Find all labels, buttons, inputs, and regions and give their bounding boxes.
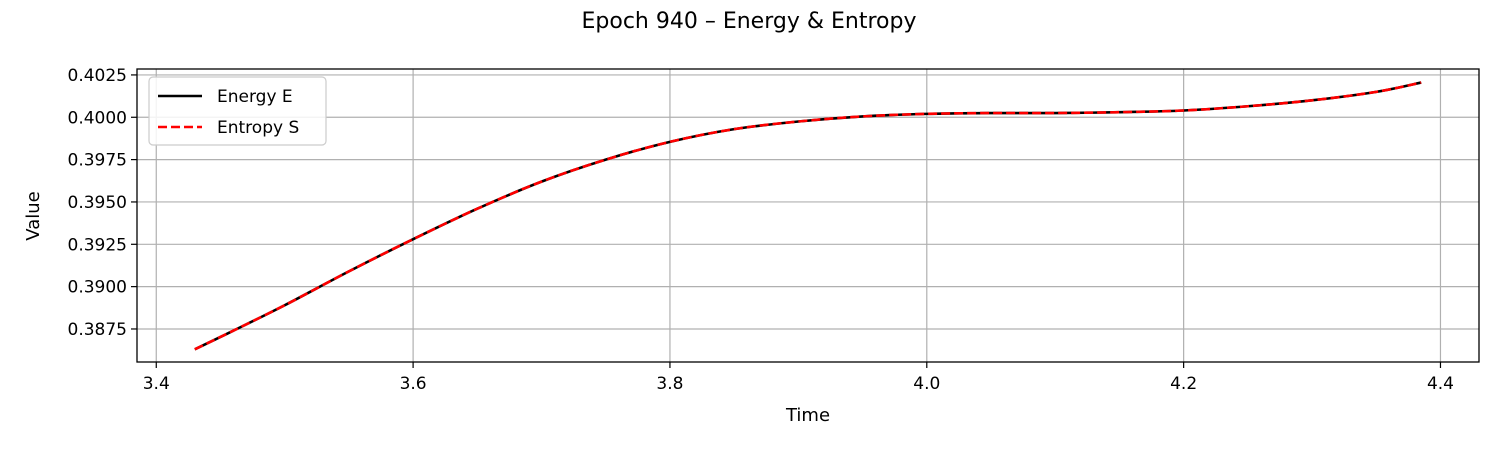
x-tick-label: 3.4: [143, 374, 170, 394]
grid: [137, 69, 1479, 362]
plot-frame: [136, 68, 1480, 363]
y-tick-label: 0.3950: [68, 193, 127, 213]
y-tick-label: 0.3875: [68, 320, 127, 340]
legend-box: [148, 76, 327, 146]
y-axis-label: Value: [23, 191, 44, 240]
x-tick-label: 4.2: [1170, 374, 1197, 394]
plot-lines: [194, 81, 1422, 351]
x-tick-label: 4.0: [913, 374, 940, 394]
legend-label-entropy: Entropy S: [217, 118, 299, 138]
series-line-energy-e: [194, 81, 1422, 351]
x-tick-label: 3.8: [656, 374, 683, 394]
chart-title: Epoch 940 – Energy & Entropy: [582, 9, 917, 34]
y-tick-label: 0.3975: [68, 151, 127, 171]
x-tick-label: 3.6: [400, 374, 427, 394]
legend-label-energy: Energy E: [217, 87, 293, 107]
series-line-entropy-s: [194, 81, 1422, 351]
y-tick-label: 0.3925: [68, 235, 127, 255]
y-tick-label: 0.4025: [68, 66, 127, 86]
x-tick-label: 4.4: [1427, 374, 1454, 394]
legend: Energy E Entropy S: [148, 76, 327, 146]
y-axis-ticks: 0.3875 0.3900 0.3925 0.3950 0.3975 0.4000 0.40…: [68, 66, 137, 340]
x-axis-ticks: 3.4 3.6 3.8 4.0 4.2 4.4: [143, 362, 1454, 394]
x-axis-label: Time: [785, 405, 830, 426]
y-tick-label: 0.4000: [68, 108, 127, 128]
y-tick-label: 0.3900: [68, 278, 127, 298]
